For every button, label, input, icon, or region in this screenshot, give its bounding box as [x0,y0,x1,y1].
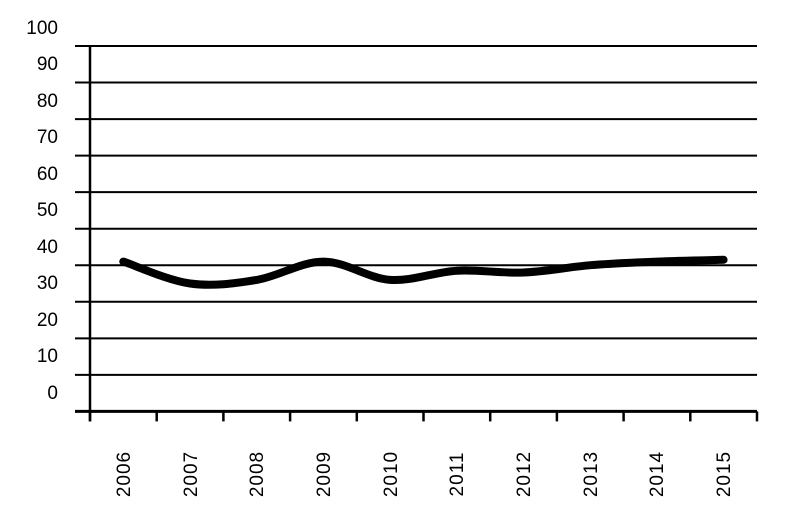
y-tick-label: 0 [47,382,58,404]
x-tick-label: 2015 [714,450,736,498]
x-tick-label: 2009 [313,450,335,498]
x-tick-label: 2011 [447,451,469,497]
y-tick-label: 10 [36,346,58,368]
x-tick-label: 2010 [380,450,402,498]
y-tick-label: 20 [36,309,58,331]
y-tick-label: 30 [36,273,58,295]
y-tick-label: 70 [36,127,58,149]
y-tick-label: 60 [36,163,58,185]
x-tick-label: 2006 [113,450,135,498]
y-tick-label: 90 [36,54,58,76]
y-tick-label: 50 [36,200,58,222]
x-tick-label: 2014 [647,450,669,498]
y-tick-label: 40 [36,236,58,258]
x-tick-label: 2007 [180,450,202,498]
data-line-path [119,255,728,289]
y-tick-label: 100 [26,17,58,39]
x-tick-label: 2012 [514,450,536,498]
x-tick-label: 2008 [247,450,269,498]
y-tick-label: 80 [36,90,58,112]
x-tick-label: 2013 [580,450,602,498]
